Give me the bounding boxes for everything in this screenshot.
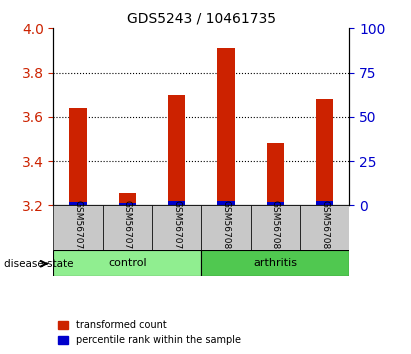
Bar	[316, 201, 333, 205]
FancyBboxPatch shape	[300, 205, 349, 250]
Bar	[119, 203, 136, 205]
Bar	[267, 202, 284, 205]
FancyBboxPatch shape	[201, 205, 251, 250]
Bar	[168, 201, 185, 205]
Bar	[217, 201, 235, 205]
Bar	[69, 202, 87, 205]
Text: GSM567076: GSM567076	[172, 200, 181, 255]
Text: GSM567080: GSM567080	[222, 200, 231, 255]
Text: GSM567074: GSM567074	[74, 200, 83, 255]
Legend: transformed count, percentile rank within the sample: transformed count, percentile rank withi…	[54, 316, 245, 349]
Bar	[119, 193, 136, 205]
Bar	[168, 95, 185, 205]
Title: GDS5243 / 10461735: GDS5243 / 10461735	[127, 12, 276, 26]
Text: GSM567082: GSM567082	[320, 200, 329, 255]
Bar	[217, 48, 235, 205]
FancyBboxPatch shape	[201, 250, 349, 276]
Text: GSM567081: GSM567081	[271, 200, 280, 255]
Bar	[69, 108, 87, 205]
Bar	[267, 143, 284, 205]
FancyBboxPatch shape	[53, 205, 103, 250]
FancyBboxPatch shape	[53, 250, 201, 276]
FancyBboxPatch shape	[152, 205, 201, 250]
Text: control: control	[108, 258, 147, 268]
FancyBboxPatch shape	[251, 205, 300, 250]
Bar	[316, 99, 333, 205]
Text: disease state: disease state	[4, 259, 74, 269]
FancyBboxPatch shape	[103, 205, 152, 250]
Text: GSM567075: GSM567075	[123, 200, 132, 255]
Text: arthritis: arthritis	[253, 258, 298, 268]
